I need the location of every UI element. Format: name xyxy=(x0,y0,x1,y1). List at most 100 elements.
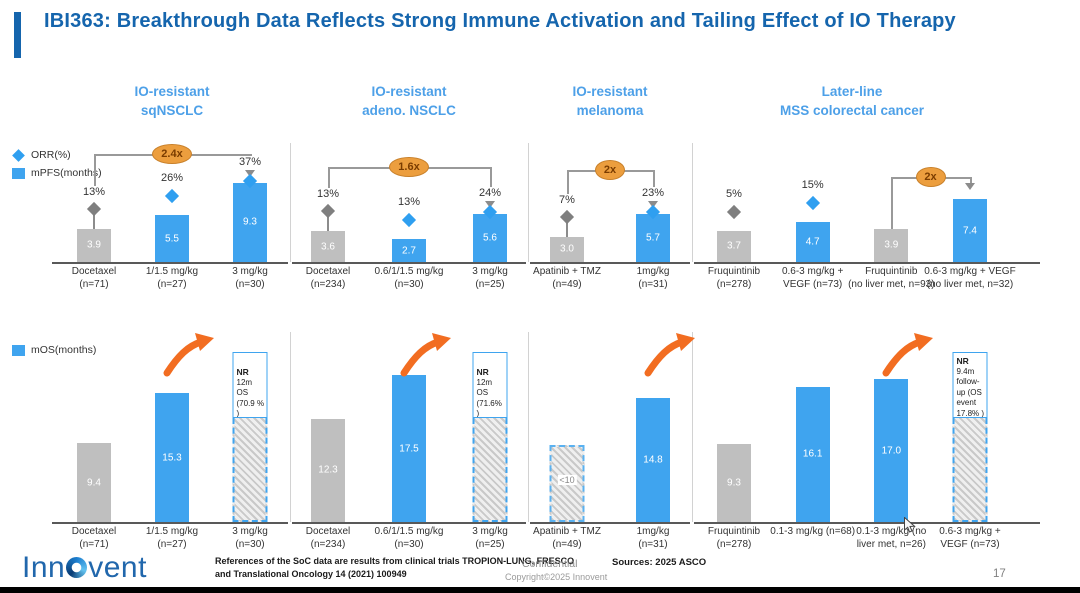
chart-column: 17.5 0.6/1/1.5 mg/kg (n=30) xyxy=(373,330,445,562)
mpfs-value-label: 3.0 xyxy=(560,243,574,255)
column-stack: <10 xyxy=(531,330,603,522)
chart-column: <10 Apatinib + TMZ (n=49) xyxy=(531,330,603,562)
ibi363-mos-bar: 14.8 xyxy=(636,397,670,522)
ibi363-mpfs-bar: 2.7 xyxy=(392,239,426,262)
multiplier-bracket xyxy=(94,154,96,186)
x-axis-label: 0.6/1/1.5 mg/kg (n=30) xyxy=(351,526,467,551)
disease-header-line: sqNSCLC xyxy=(140,103,204,118)
chart-columns: 3.0 7% Apatinib + TMZ (n=49) 5.7 23% 1mg/kg (n=… xyxy=(528,142,692,302)
disease-header-line: Later-line xyxy=(821,84,883,99)
mpfs-value-label: 2.7 xyxy=(402,245,416,257)
chart-column: 15.3 1/1.5 mg/kg (n=27) xyxy=(136,330,208,562)
x-axis-label: 0.1-3 mg/kg (n=68) xyxy=(755,526,871,539)
legend-top: ORR(%) mPFS(months) xyxy=(12,147,102,183)
copyright-label: Copyright©2025 Innovent xyxy=(505,572,608,582)
legend-mpfs: mPFS(months) xyxy=(12,165,102,181)
column-stack: 7.4 xyxy=(934,142,1006,262)
chart-columns: 3.6 13% Docetaxel (n=234) 2.7 13% 0.6/1/1.5 mg… xyxy=(290,142,528,302)
column-stack: 4.7 15% xyxy=(777,142,849,262)
column-stack: 9.3 37% xyxy=(214,142,286,262)
ibi363-mpfs-bar: 5.6 xyxy=(473,214,507,262)
x-axis-label: Docetaxel (n=234) xyxy=(270,526,386,551)
censored-bar-fill xyxy=(952,418,988,522)
censored-bar-fill xyxy=(232,418,268,522)
x-axis-label-line: Docetaxel xyxy=(71,526,117,537)
x-axis-label-line: (n=278) xyxy=(716,278,752,290)
chart-columns: 9.3 Fruquintinib (n=278) 16.1 0.1-3 mg/kg (n… xyxy=(692,330,1080,562)
chart-columns: 3.9 13% Docetaxel (n=71) 5.5 26% 1/1.5 mg/kg (n… xyxy=(0,142,290,302)
legend-orr: ORR(%) xyxy=(12,147,102,163)
orr-value-label: 24% xyxy=(478,187,502,200)
references-line-1: References of the SoC data are results f… xyxy=(215,556,575,566)
disease-header: IO-resistant melanoma xyxy=(531,82,689,120)
mos-chart: 9.4 Docetaxel (n=71) 15.3 1/1.5 mg/kg (n=27) N… xyxy=(0,330,1080,560)
page-number: 17 xyxy=(993,568,1006,580)
disease-header-line: IO-resistant xyxy=(134,84,210,99)
x-axis-label-line: Fruquintinib xyxy=(707,526,761,537)
x-axis-label-line: Docetaxel xyxy=(305,526,351,537)
x-axis-label-line: 3 mg/kg xyxy=(232,526,268,537)
column-stack: 12.3 xyxy=(292,330,364,522)
column-stack: 5.7 23% xyxy=(617,142,689,262)
growth-arrow-icon xyxy=(643,332,697,380)
arrow-down-icon xyxy=(485,201,495,209)
soc-mos-bar: 9.3 xyxy=(717,443,751,522)
x-axis-label-line: 1/1.5 mg/kg xyxy=(145,526,199,537)
panel-divider xyxy=(528,332,529,522)
x-axis-label-line: 3 mg/kg xyxy=(472,266,508,277)
column-stack: 15.3 xyxy=(136,330,208,522)
panel-divider xyxy=(692,143,693,262)
growth-arrow-icon xyxy=(162,332,216,380)
column-stack: NR 9.4m follow-up (OS event 17.8% ) xyxy=(934,330,1006,522)
ibi363-mpfs-bar: 7.4 xyxy=(952,199,987,262)
orr-value-label: 15% xyxy=(801,179,824,192)
orr-value-label: 13% xyxy=(397,196,421,209)
x-axis-label: Fruquintinib (n=278) xyxy=(676,266,792,291)
nr-os-bar: NR 12m OS (71.6% ) xyxy=(472,352,508,522)
x-axis-label-line: (n=30) xyxy=(235,278,265,290)
x-axis-label: 3 mg/kg (n=25) xyxy=(432,526,548,551)
column-stack: 3.9 13% xyxy=(58,142,130,262)
legend-bottom: mOS(months) xyxy=(12,342,96,360)
nr-note-line: (70.9 % ) xyxy=(236,398,265,418)
ibi363-mos-bar: 17.5 xyxy=(392,375,426,522)
nr-note: NR 12m OS (71.6% ) xyxy=(472,352,508,418)
nr-note-line: (71.6% ) xyxy=(476,398,502,418)
orr-value-label: 5% xyxy=(726,187,742,200)
mouse-cursor xyxy=(901,516,916,539)
x-axis-label-line: (n=278) xyxy=(716,538,752,550)
column-stack: 17.0 xyxy=(855,330,927,522)
chart-column: 12.3 Docetaxel (n=234) xyxy=(292,330,364,562)
x-axis xyxy=(530,262,690,264)
x-axis-label-line: 1mg/kg xyxy=(636,266,670,277)
chart-group: 12.3 Docetaxel (n=234) 17.5 0.6/1/1.5 mg/kg(… xyxy=(290,330,528,560)
ibi363-mos-bar: 16.1 xyxy=(795,386,830,522)
censored-os-bar: <10 xyxy=(549,444,585,522)
nr-note-line: follow- xyxy=(956,377,980,386)
chart-group: 3.0 7% Apatinib + TMZ (n=49) 5.7 23% 1mg/kg (n=… xyxy=(528,142,692,307)
nr-note-line: event xyxy=(956,398,977,407)
orr-diamond-icon xyxy=(726,204,742,219)
mos-bar-legend-icon xyxy=(12,344,25,356)
column-stack: 2.7 13% xyxy=(373,142,445,262)
nr-note-line: NR xyxy=(476,367,489,377)
mpfs-value-label: 3.9 xyxy=(87,239,101,251)
orr-diamond-icon xyxy=(86,201,102,216)
x-axis-label-line: (no liver met, n=32) xyxy=(926,278,1014,290)
disease-header: IO-resistant sqNSCLC xyxy=(58,82,286,120)
chart-columns: 9.4 Docetaxel (n=71) 15.3 1/1.5 mg/kg (n=27) N… xyxy=(0,330,290,562)
chart-column: 2.7 13% 0.6/1/1.5 mg/kg (n=30) xyxy=(373,142,445,302)
nr-note: NR 12m OS (70.9 % ) xyxy=(232,352,268,418)
column-stack: 5.6 24% xyxy=(454,142,526,262)
panel-divider xyxy=(528,143,529,262)
x-axis-label-line: 0.1-3 mg/kg (no xyxy=(856,526,927,537)
chart-column: 3.9 Fruquintinib (no liver met, n=93) xyxy=(848,142,935,302)
disease-header-line: IO-resistant xyxy=(572,84,648,99)
sources-label: Sources: 2025 ASCO xyxy=(612,557,707,568)
multiplier-bracket xyxy=(653,170,655,187)
multiplier-bracket xyxy=(567,170,569,194)
orr-diamond-icon xyxy=(559,209,575,224)
orr-value-label: 26% xyxy=(160,172,184,185)
chart-group: 9.4 Docetaxel (n=71) 15.3 1/1.5 mg/kg (n=27) N… xyxy=(0,330,290,560)
